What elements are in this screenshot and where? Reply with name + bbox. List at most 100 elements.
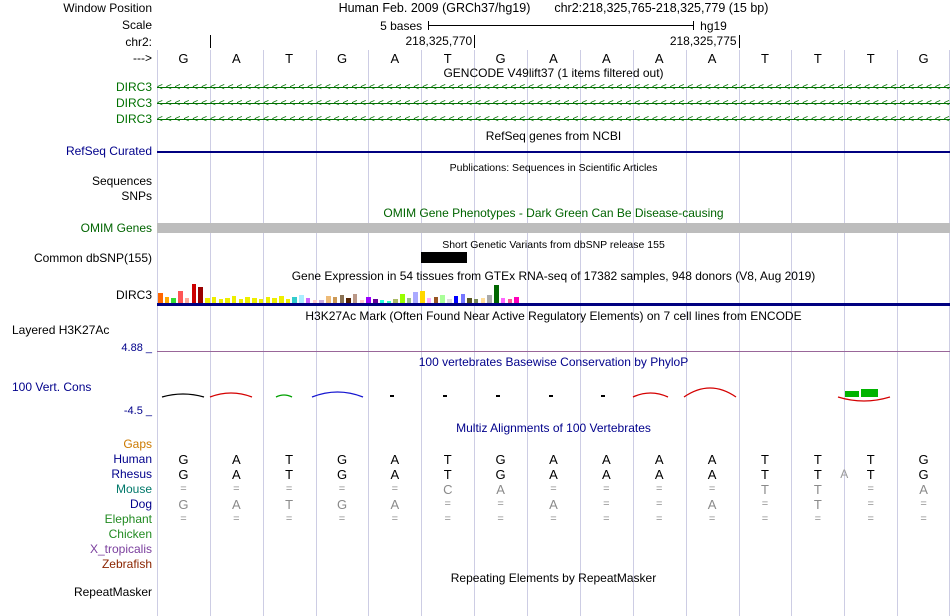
gtex-expression-bar: [500, 298, 506, 303]
track-label-snps[interactable]: SNPs: [121, 189, 152, 203]
gtex-expression-bar: [292, 297, 297, 303]
gtex-expression-bar: [514, 297, 519, 303]
multiz-species-label[interactable]: Elephant: [104, 512, 152, 526]
alignment-base: A: [602, 467, 611, 482]
sequence-base: T: [813, 51, 822, 66]
multiz-species-label[interactable]: Rhesus: [111, 467, 152, 481]
multiz-species-label[interactable]: Mouse: [115, 482, 152, 496]
alignment-base: A: [231, 467, 241, 482]
gencode-item-label[interactable]: DIRC3: [115, 80, 152, 94]
alignment-base: G: [918, 467, 929, 482]
conservation-mark: [275, 394, 293, 398]
sequence-base: A: [602, 51, 611, 66]
refseq-track-title[interactable]: RefSeq genes from NCBI: [485, 129, 622, 143]
alignment-base: A: [707, 452, 717, 467]
alignment-base: T: [866, 467, 875, 482]
conservation-mark: [209, 392, 253, 398]
gtex-expression-bar: [205, 298, 210, 303]
assembly-title: Human Feb. 2009 (GRCh37/hg19): [338, 1, 531, 15]
alignment-base: T: [760, 452, 769, 467]
assembly-name: hg19: [700, 18, 727, 33]
alignment-base: T: [813, 452, 822, 467]
grid-line: [897, 50, 899, 616]
gtex-expression-bar: [171, 298, 176, 303]
grid-line: [632, 50, 634, 616]
alignment-base: =: [338, 483, 346, 495]
alignment-base: =: [338, 513, 346, 525]
grid-line: [368, 50, 370, 616]
alignment-base: =: [920, 498, 927, 510]
gtex-expression-bar: [359, 300, 365, 303]
sequence-base: A: [707, 51, 717, 66]
gtex-expression-bar: [191, 284, 197, 303]
alignment-base: A: [654, 467, 664, 482]
gtex-expression-bar: [379, 300, 385, 303]
alignment-base: A: [602, 452, 611, 467]
alignment-base: A: [231, 497, 241, 512]
track-label-sequences[interactable]: Sequences: [91, 174, 152, 188]
alignment-base: =: [391, 513, 399, 525]
gtex-expression-bar: [184, 298, 190, 303]
alignment-base: =: [497, 513, 504, 525]
gtex-expression-bar: [433, 297, 439, 303]
conservation-mark: [837, 396, 891, 402]
multiz-species-label[interactable]: Gaps: [123, 437, 152, 451]
track-label-100-vert-cons[interactable]: 100 Vert. Cons: [12, 380, 92, 394]
sequence-base: A: [390, 51, 400, 66]
gtex-expression-bar: [198, 287, 203, 303]
ruler-tick: [738, 35, 740, 48]
dbsnp-track-title[interactable]: Short Genetic Variants from dbSNP releas…: [442, 239, 665, 251]
omim-track-title[interactable]: OMIM Gene Phenotypes - Dark Green Can Be…: [383, 206, 724, 220]
multiz-species-label[interactable]: Zebrafish: [101, 557, 152, 571]
track-label-omim-genes[interactable]: OMIM Genes: [80, 221, 152, 235]
gtex-expression-bar: [453, 296, 459, 303]
gtex-track-title[interactable]: Gene Expression in 54 tissues from GTEx …: [291, 269, 816, 283]
gencode-item-label[interactable]: DIRC3: [115, 96, 152, 110]
alignment-base: G: [178, 497, 189, 512]
track-label-layered-h3k27ac[interactable]: Layered H3K27Ac: [12, 323, 110, 337]
gtex-expression-bar: [386, 301, 392, 303]
strand-arrows-left: <<<<<<<<<<<<<<<<<<<<<<<<<<<<<<<<<<<<<<<<…: [157, 82, 950, 93]
multiz-species-label[interactable]: X_tropicalis: [89, 542, 152, 556]
gtex-expression-bar: [211, 297, 217, 303]
repeatmasker-track-title[interactable]: Repeating Elements by RepeatMasker: [450, 571, 657, 585]
track-label-refseq-curated[interactable]: RefSeq Curated: [65, 144, 152, 158]
grid-line: [579, 50, 581, 616]
gtex-expression-bar: [164, 297, 170, 303]
ruler-tick: [474, 35, 476, 48]
scale-bases-text: 5 bases: [380, 18, 423, 33]
grid-line: [474, 50, 476, 616]
publications-track-title[interactable]: Publications: Sequences in Scientific Ar…: [449, 162, 658, 174]
multiz-track-title[interactable]: Multiz Alignments of 100 Vertebrates: [456, 421, 651, 435]
conservation-min-value: -4.5 _: [123, 405, 152, 417]
track-label-gtex-dirc3[interactable]: DIRC3: [115, 288, 152, 302]
gtex-expression-bar: [346, 298, 351, 303]
intron-line: [157, 103, 950, 104]
alignment-base: =: [444, 498, 451, 510]
ruler-coordinate: 218,325,770: [405, 34, 473, 48]
alignment-base: T: [813, 467, 822, 482]
alignment-base: =: [656, 513, 663, 525]
gencode-item-label[interactable]: DIRC3: [115, 112, 152, 126]
gtex-expression-bar: [279, 296, 284, 303]
conservation-track-title[interactable]: 100 vertebrates Basewise Conservation by…: [418, 355, 689, 369]
gtex-expression-bar: [332, 297, 338, 303]
alignment-base: =: [867, 498, 874, 510]
omim-gene-bar: [157, 223, 950, 233]
h3k27ac-track-title[interactable]: H3K27Ac Mark (Often Found Near Active Re…: [305, 309, 802, 323]
multiz-species-label[interactable]: Dog: [129, 497, 152, 511]
sequence-base: A: [654, 51, 664, 66]
alignment-base: A: [919, 482, 928, 497]
gencode-track-title[interactable]: GENCODE V49lift37 (1 items filtered out): [443, 66, 664, 80]
alignment-base: C: [443, 482, 453, 497]
conservation-mark: [632, 392, 669, 398]
sequence-base: T: [285, 51, 294, 66]
multiz-species-label[interactable]: Human: [113, 452, 152, 466]
multiz-species-label[interactable]: Chicken: [108, 527, 152, 541]
alignment-base: =: [285, 483, 293, 495]
intron-line: [157, 87, 950, 88]
conservation-mark: [845, 391, 859, 397]
track-label-repeatmasker[interactable]: RepeatMasker: [73, 585, 152, 599]
track-label-common-dbsnp[interactable]: Common dbSNP(155): [33, 251, 152, 265]
